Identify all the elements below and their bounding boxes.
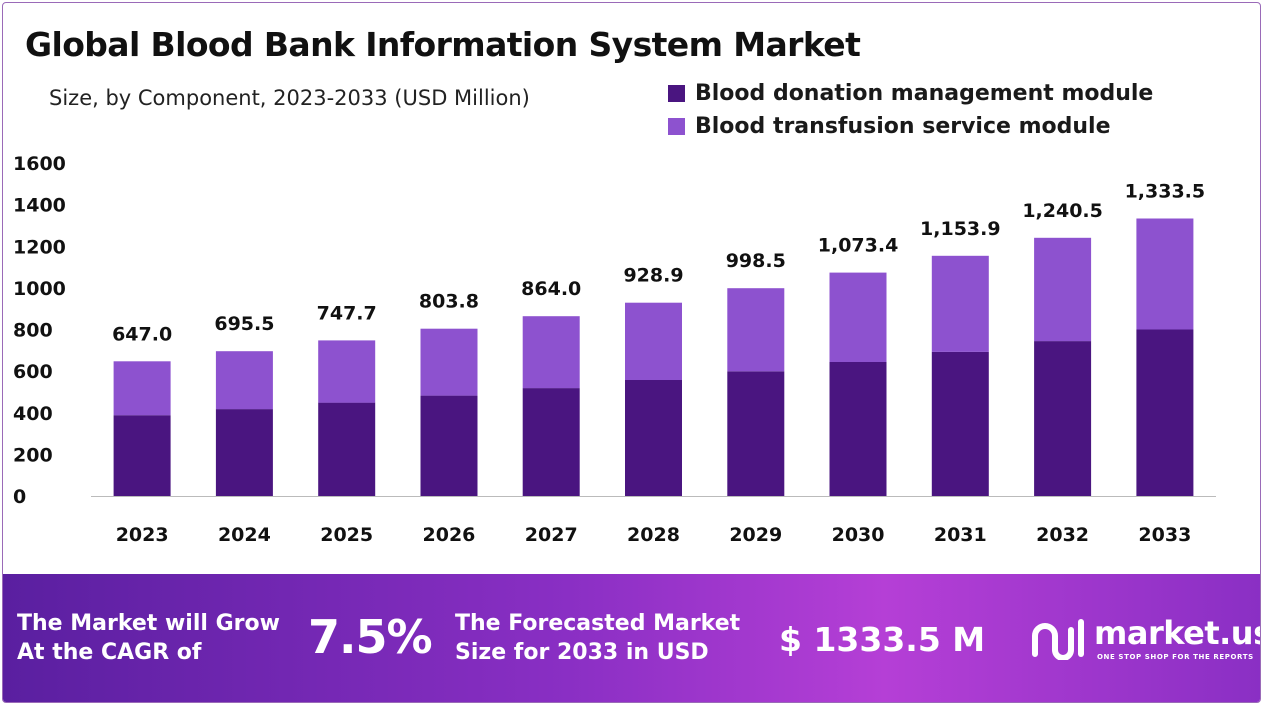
legend-item-transfusion: Blood transfusion service module (668, 110, 1153, 143)
data-label: 1,153.9 (920, 218, 1001, 240)
forecast-text-line2: Size for 2033 in USD (455, 640, 709, 665)
data-label: 1,073.4 (818, 235, 899, 257)
y-tick-label: 1400 (13, 195, 66, 217)
bar-transfusion (318, 340, 376, 403)
y-tick-label: 1200 (13, 236, 66, 258)
x-tick-label: 2023 (116, 524, 169, 546)
x-tick-label: 2027 (525, 524, 578, 546)
bar-donation (522, 388, 580, 496)
bar-transfusion (113, 361, 171, 416)
x-tick-label: 2033 (1138, 524, 1191, 546)
data-label: 998.5 (726, 250, 786, 272)
legend-swatch-transfusion (668, 118, 685, 135)
bar-donation (625, 380, 682, 496)
bar-donation (829, 362, 887, 496)
x-tick-label: 2032 (1036, 524, 1089, 546)
cagr-text-line2: At the CAGR of (17, 640, 202, 665)
chart-title: Global Blood Bank Information System Mar… (25, 25, 861, 64)
data-label: 803.8 (419, 291, 479, 313)
x-tick-label: 2024 (218, 524, 271, 546)
forecast-value: $ 1333.5 M (779, 620, 986, 659)
x-tick-label: 2028 (627, 524, 680, 546)
y-tick-label: 600 (13, 361, 53, 383)
legend: Blood donation management module Blood t… (668, 77, 1153, 143)
x-tick-label: 2031 (934, 524, 987, 546)
data-label: 928.9 (623, 265, 683, 287)
bar-transfusion (829, 272, 887, 362)
y-tick-label: 1600 (13, 153, 66, 175)
bar-transfusion (420, 328, 478, 396)
bar-transfusion (215, 351, 273, 410)
bar-donation (727, 371, 785, 496)
bar-chart: 0 200 400 600 800 1000 1200 1400 1600 647.0 2023 69… (13, 153, 1216, 546)
bar-donation (318, 402, 376, 496)
bar-donation (113, 415, 171, 496)
bar-transfusion (625, 302, 682, 380)
cagr-value: 7.5% (308, 610, 433, 664)
x-tick-label: 2030 (832, 524, 885, 546)
y-tick-label: 800 (13, 320, 53, 342)
y-tick-label: 400 (13, 403, 53, 425)
forecast-text-line1: The Forecasted Market (455, 611, 741, 636)
bar-transfusion (1034, 237, 1092, 342)
summary-banner: The Market will Grow At the CAGR of 7.5%… (3, 574, 1261, 702)
data-label: 747.7 (317, 302, 377, 324)
bar-transfusion (931, 255, 989, 352)
cagr-text-line1: The Market will Grow (17, 611, 280, 636)
bar-transfusion (522, 316, 580, 389)
y-tick-label: 0 (13, 486, 26, 508)
data-label: 695.5 (214, 313, 274, 335)
bar-donation (1136, 329, 1194, 496)
data-label: 864.0 (521, 278, 581, 300)
bar-transfusion (727, 288, 785, 372)
data-label: 647.0 (112, 323, 172, 345)
legend-swatch-donation (668, 85, 685, 102)
x-tick-label: 2025 (320, 524, 373, 546)
legend-item-donation: Blood donation management module (668, 77, 1153, 110)
market-us-logo-icon (1032, 619, 1084, 660)
bar-transfusion (1136, 218, 1194, 330)
bar-donation (420, 395, 478, 496)
y-tick-label: 200 (13, 444, 53, 466)
data-label: 1,333.5 (1125, 180, 1206, 202)
x-tick-label: 2026 (423, 524, 476, 546)
bar-donation (1034, 341, 1092, 496)
chart-subtitle: Size, by Component, 2023-2033 (USD Milli… (49, 86, 530, 110)
legend-label-transfusion: Blood transfusion service module (695, 114, 1111, 139)
bar-donation (215, 409, 273, 496)
data-label: 1,240.5 (1022, 200, 1103, 222)
x-tick-label: 2029 (729, 524, 782, 546)
brand-logo: market.us ONE STOP SHOP FOR THE REPORTS (1031, 614, 1261, 664)
brand-tagline: ONE STOP SHOP FOR THE REPORTS (1097, 653, 1254, 661)
bar-donation (931, 351, 989, 496)
y-tick-label: 1000 (13, 278, 66, 300)
brand-name: market.us (1094, 614, 1261, 652)
legend-label-donation: Blood donation management module (695, 81, 1154, 106)
